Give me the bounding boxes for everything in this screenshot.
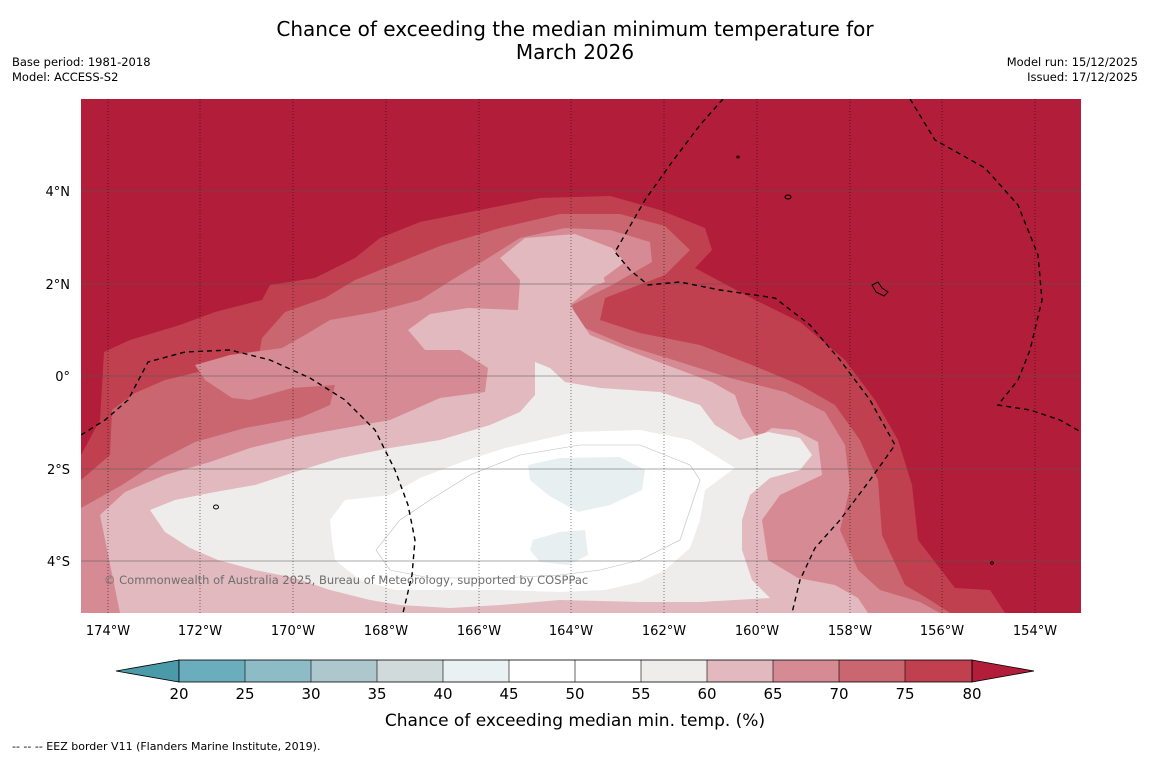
colorbar-bin-75-80 (905, 660, 972, 682)
colorbar-tick-60: 60 (697, 685, 716, 703)
colorbar-bin-45-50 (509, 660, 575, 682)
chart-title: Chance of exceeding the median minimum t… (0, 18, 1150, 64)
title-line-1: Chance of exceeding the median minimum t… (276, 17, 874, 41)
colorbar-tick-40: 40 (433, 685, 452, 703)
colorbar-tick-50: 50 (565, 685, 584, 703)
eez-borders (81, 99, 1081, 613)
lat-label-4n: 4°N (46, 185, 71, 200)
colorbar-bin-70-75 (839, 660, 905, 682)
colorbar-tick-70: 70 (829, 685, 848, 703)
colorbar: 20 25 30 35 40 45 50 55 60 65 70 75 80 C… (115, 659, 1035, 731)
colorbar-bin-50-55 (575, 660, 641, 682)
colorbar-bin-55-60 (641, 660, 707, 682)
colorbar-bin-60-65 (707, 660, 773, 682)
lon-label-168w: 168°W (364, 624, 408, 639)
colorbar-tick-25: 25 (235, 685, 254, 703)
model-run-text: Model run: 15/12/2025 (1006, 55, 1138, 69)
colorbar-tick-30: 30 (301, 685, 320, 703)
colorbar-tick-80: 80 (962, 685, 981, 703)
lon-label-154w: 154°W (1013, 624, 1057, 639)
meta-left: Base period: 1981-2018 Model: ACCESS-S2 (12, 55, 151, 85)
region-45b (530, 530, 588, 565)
colorbar-bin-40-45 (443, 660, 509, 682)
colorbar-bin-20-25 (179, 660, 245, 682)
lat-label-0: 0° (55, 370, 70, 385)
colorbar-bin-25-30 (245, 660, 311, 682)
copyright-text: © Commonwealth of Australia 2025, Bureau… (104, 573, 588, 587)
region-60-patch (530, 262, 605, 292)
islands (213, 155, 994, 565)
graticule-latitudes (81, 190, 1081, 562)
colorbar-tick-55: 55 (631, 685, 650, 703)
lon-label-160w: 160°W (735, 624, 779, 639)
title-line-2: March 2026 (515, 40, 635, 64)
colorbar-bin-30-35 (311, 660, 377, 682)
colorbar-over-arrow (971, 659, 1035, 683)
colorbar-outline (178, 659, 973, 683)
lon-label-172w: 172°W (178, 624, 222, 639)
map-area[interactable]: © Commonwealth of Australia 2025, Bureau… (81, 99, 1081, 613)
colorbar-label: Chance of exceeding median min. temp. (%… (385, 711, 765, 731)
lon-label-174w: 174°W (86, 624, 130, 639)
base-period-text: Base period: 1981-2018 (12, 55, 151, 69)
colorbar-dividers (244, 660, 906, 682)
lon-label-170w: 170°W (271, 624, 315, 639)
model-text: Model: ACCESS-S2 (12, 70, 119, 84)
colorbar-under-arrow (115, 659, 180, 683)
lon-label-162w: 162°W (642, 624, 686, 639)
lon-label-156w: 156°W (920, 624, 964, 639)
colorbar-tick-75: 75 (895, 685, 914, 703)
issued-text: Issued: 17/12/2025 (1027, 70, 1138, 84)
colorbar-tick-20: 20 (169, 685, 188, 703)
colorbar-bin-65-70 (773, 660, 839, 682)
colorbar-ticks: 20 25 30 35 40 45 50 55 60 65 70 75 80 (169, 685, 981, 703)
lon-label-158w: 158°W (828, 624, 872, 639)
region-45a (528, 457, 645, 512)
eez-legend-note: -- -- -- EEZ border V11 (Flanders Marine… (12, 740, 321, 753)
lon-label-166w: 166°W (457, 624, 501, 639)
longitude-labels: 174°W 172°W 170°W 168°W 166°W 164°W 162°… (86, 624, 1057, 639)
lat-label-2n: 2°N (46, 278, 71, 293)
colorbar-tick-35: 35 (367, 685, 386, 703)
colorbar-bin-35-40 (377, 660, 443, 682)
lon-label-164w: 164°W (549, 624, 593, 639)
lat-label-2s: 2°S (47, 463, 70, 478)
latitude-labels: 4°N 2°N 0° 2°S 4°S (46, 185, 71, 570)
meta-right: Model run: 15/12/2025 Issued: 17/12/2025 (1007, 55, 1138, 85)
lat-label-4s: 4°S (47, 555, 70, 570)
contour-lines (375, 444, 701, 579)
colorbar-tick-65: 65 (763, 685, 782, 703)
colorbar-tick-45: 45 (499, 685, 518, 703)
